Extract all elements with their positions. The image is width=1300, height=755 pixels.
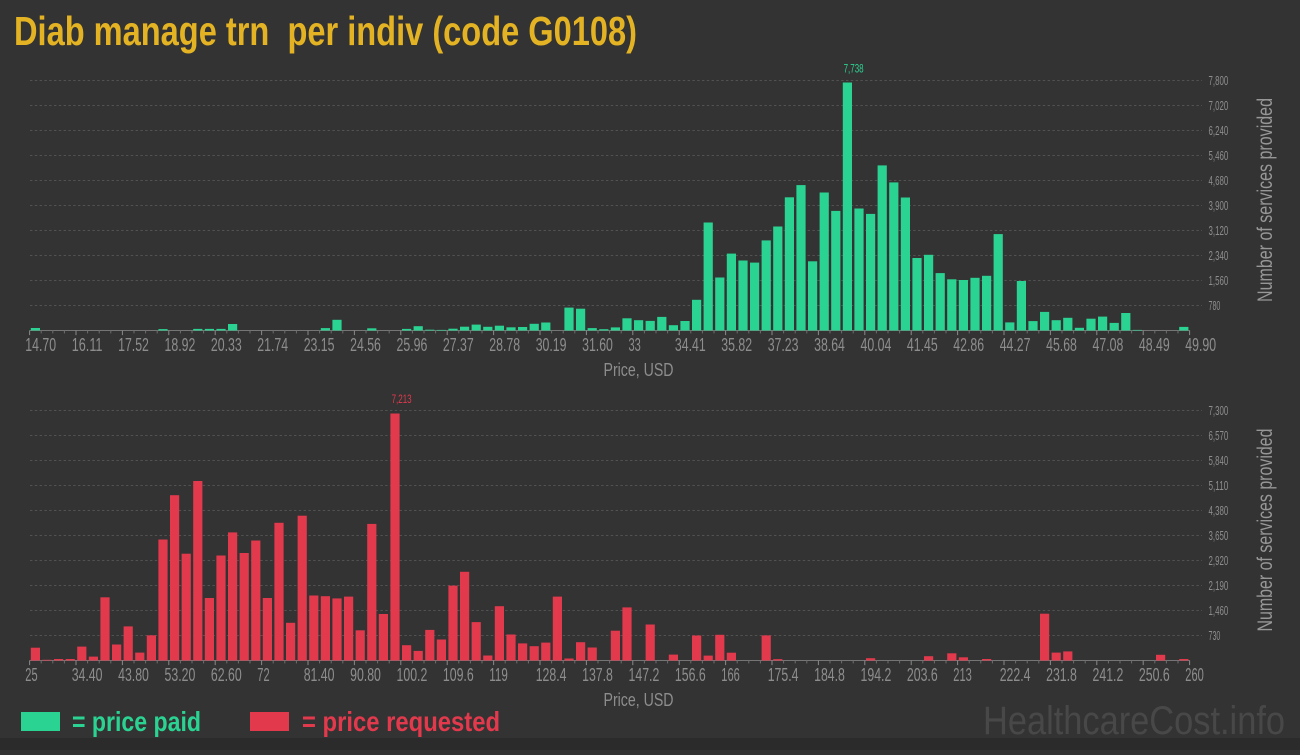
svg-text:5,110: 5,110 <box>1209 479 1229 493</box>
svg-text:21.74: 21.74 <box>257 334 288 355</box>
svg-text:31.60: 31.60 <box>582 334 613 355</box>
svg-text:7,300: 7,300 <box>1209 404 1229 418</box>
svg-text:23.15: 23.15 <box>304 334 335 355</box>
svg-text:Price, USD: Price, USD <box>604 689 674 710</box>
svg-text:6,240: 6,240 <box>1209 124 1229 138</box>
svg-text:2,340: 2,340 <box>1209 249 1229 263</box>
svg-text:7,800: 7,800 <box>1209 74 1229 88</box>
svg-text:16.11: 16.11 <box>72 334 103 355</box>
svg-text:Number of services provided: Number of services provided <box>1254 98 1277 302</box>
svg-text:28.78: 28.78 <box>489 334 520 355</box>
svg-text:72: 72 <box>257 664 269 685</box>
svg-text:5,840: 5,840 <box>1209 454 1229 468</box>
svg-text:175.4: 175.4 <box>768 664 799 685</box>
svg-text:Price, USD: Price, USD <box>604 359 674 380</box>
svg-text:5,460: 5,460 <box>1209 149 1229 163</box>
svg-text:20.33: 20.33 <box>211 334 242 355</box>
svg-text:3,650: 3,650 <box>1209 529 1229 543</box>
svg-text:45.68: 45.68 <box>1046 334 1077 355</box>
svg-text:Number of services provided: Number of services provided <box>1254 429 1277 632</box>
svg-text:194.2: 194.2 <box>861 664 892 685</box>
svg-text:2,920: 2,920 <box>1209 554 1229 568</box>
svg-text:17.52: 17.52 <box>118 334 149 355</box>
svg-text:= price requested: = price requested <box>302 706 500 737</box>
svg-text:3,120: 3,120 <box>1209 224 1229 238</box>
svg-text:4,680: 4,680 <box>1209 174 1229 188</box>
svg-text:730: 730 <box>1209 629 1221 643</box>
svg-text:30.19: 30.19 <box>536 334 567 355</box>
svg-text:27.37: 27.37 <box>443 334 474 355</box>
svg-text:7,020: 7,020 <box>1209 99 1229 113</box>
svg-text:250.6: 250.6 <box>1139 664 1170 685</box>
svg-text:49.90: 49.90 <box>1185 334 1216 355</box>
svg-text:166: 166 <box>721 664 740 685</box>
svg-text:780: 780 <box>1209 299 1221 313</box>
svg-text:38.64: 38.64 <box>814 334 845 355</box>
svg-text:18.92: 18.92 <box>165 334 196 355</box>
svg-text:81.40: 81.40 <box>304 664 335 685</box>
svg-text:4,380: 4,380 <box>1209 504 1229 518</box>
svg-text:37.23: 37.23 <box>768 334 799 355</box>
svg-text:14.70: 14.70 <box>25 334 56 355</box>
svg-text:6,570: 6,570 <box>1209 429 1229 443</box>
svg-text:40.04: 40.04 <box>861 334 892 355</box>
svg-text:43.80: 43.80 <box>118 664 149 685</box>
svg-text:231.8: 231.8 <box>1046 664 1077 685</box>
svg-text:2,190: 2,190 <box>1209 579 1229 593</box>
svg-text:241.2: 241.2 <box>1093 664 1124 685</box>
svg-text:1,560: 1,560 <box>1209 274 1229 288</box>
svg-text:203.6: 203.6 <box>907 664 938 685</box>
svg-text:HealthcareCost.info: HealthcareCost.info <box>983 699 1285 743</box>
svg-text:100.2: 100.2 <box>397 664 428 685</box>
svg-text:147.2: 147.2 <box>629 664 660 685</box>
svg-text:34.40: 34.40 <box>72 664 103 685</box>
svg-text:222.4: 222.4 <box>1000 664 1031 685</box>
svg-text:47.08: 47.08 <box>1093 334 1124 355</box>
svg-text:= price paid: = price paid <box>72 706 201 737</box>
svg-text:3,900: 3,900 <box>1209 199 1229 213</box>
svg-text:137.8: 137.8 <box>582 664 613 685</box>
svg-text:33: 33 <box>629 334 641 355</box>
svg-text:34.41: 34.41 <box>675 334 706 355</box>
svg-text:213: 213 <box>953 664 972 685</box>
svg-text:7,213: 7,213 <box>392 392 412 406</box>
svg-text:184.8: 184.8 <box>814 664 845 685</box>
svg-text:90.80: 90.80 <box>350 664 381 685</box>
svg-text:119: 119 <box>489 664 508 685</box>
svg-text:109.6: 109.6 <box>443 664 474 685</box>
svg-text:48.49: 48.49 <box>1139 334 1170 355</box>
svg-text:128.4: 128.4 <box>536 664 567 685</box>
svg-text:Diab manage trn per indiv (co: Diab manage trn per indiv (code G0108) <box>14 8 637 54</box>
svg-text:1,460: 1,460 <box>1209 604 1229 618</box>
svg-text:156.6: 156.6 <box>675 664 706 685</box>
svg-text:53.20: 53.20 <box>165 664 196 685</box>
svg-text:62.60: 62.60 <box>211 664 242 685</box>
svg-text:25: 25 <box>25 664 37 685</box>
svg-text:260: 260 <box>1185 664 1204 685</box>
svg-text:25.96: 25.96 <box>397 334 428 355</box>
svg-text:7,738: 7,738 <box>844 62 864 76</box>
svg-text:42.86: 42.86 <box>953 334 984 355</box>
svg-text:41.45: 41.45 <box>907 334 938 355</box>
svg-text:24.56: 24.56 <box>350 334 381 355</box>
svg-text:35.82: 35.82 <box>721 334 752 355</box>
svg-text:44.27: 44.27 <box>1000 334 1031 355</box>
